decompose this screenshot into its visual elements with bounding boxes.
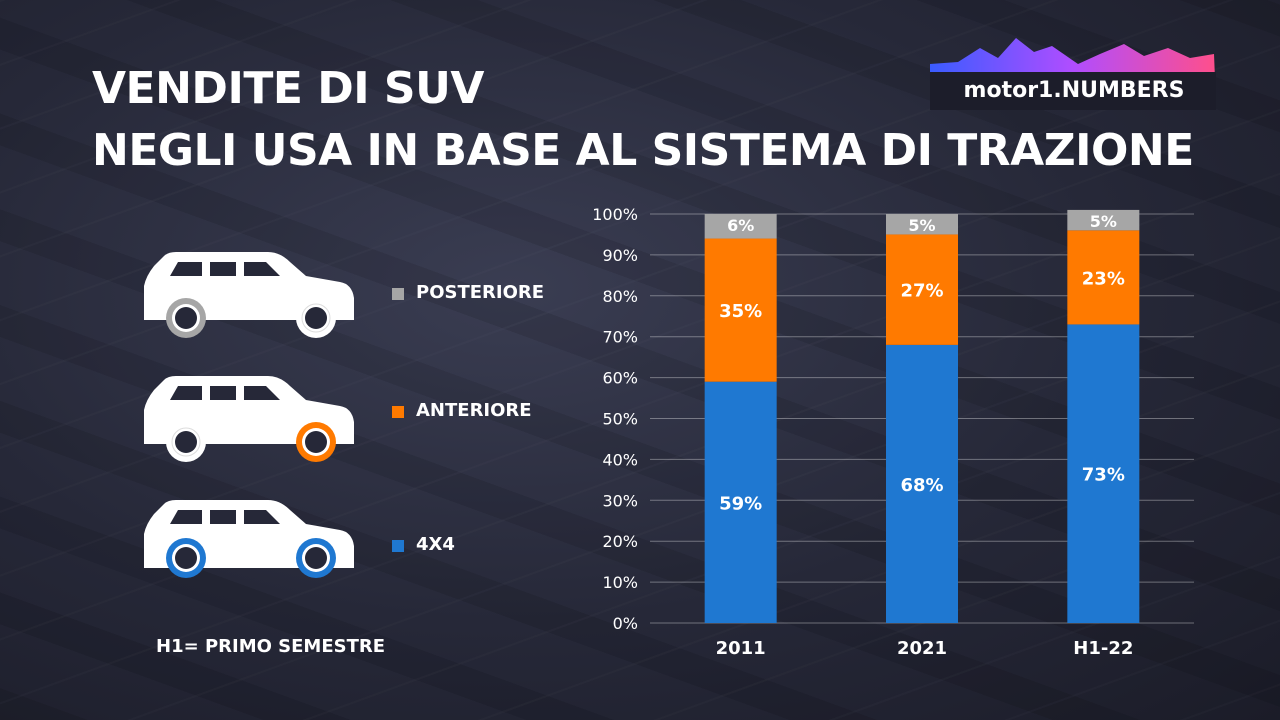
legend-item-4x4: 4X4 [140,496,560,586]
y-tick-label: 90% [602,246,638,265]
y-tick-label: 40% [602,450,638,469]
data-label: 35% [719,301,762,322]
bar-segment [704,238,777,382]
bar-segment [886,344,958,623]
y-tick-label: 60% [602,369,638,388]
data-label: 27% [900,281,943,302]
title-line-2: NEGLI USA IN BASE AL SISTEMA DI TRAZIONE [92,125,1194,176]
data-label: 6% [727,216,754,235]
logo-text: motor1.NUMBERS [963,78,1185,103]
bar-segment [704,381,777,623]
legend-item-posteriore: POSTERIORE [140,248,560,338]
y-tick-label: 30% [602,491,638,510]
data-label: 68% [900,475,943,496]
bar-segment [704,214,777,239]
y-tick-label: 50% [602,410,638,429]
y-tick-label: 10% [602,573,638,592]
legend-swatch [392,406,404,418]
footnote: H1= PRIMO SEMESTRE [156,636,386,657]
data-label: 5% [1090,212,1117,231]
data-label: 73% [1082,465,1125,486]
suv-front-wheel-drive-icon [144,376,354,462]
bar-segment [1067,230,1140,325]
legend-swatch [392,288,404,300]
legend-item-anteriore: ANTERIORE [140,372,560,462]
suv-four-wheel-drive-icon [144,500,354,578]
y-tick-label: 20% [602,532,638,551]
y-tick-label: 80% [602,287,638,306]
x-tick-label: 2021 [897,638,947,659]
legend-label: ANTERIORE [416,400,532,421]
bar-segment [1067,324,1140,623]
y-tick-label: 0% [613,614,638,633]
suv-rear-wheel-drive-icon [144,252,354,338]
x-tick-label: H1-22 [1073,638,1133,659]
x-tick-label: 2011 [716,638,766,659]
legend-label: POSTERIORE [416,282,545,303]
legend-label: 4X4 [416,534,455,555]
y-tick-label: 100% [592,205,638,224]
bar-segment [886,214,958,235]
data-label: 59% [719,493,762,514]
logo-mountain-graphic [930,38,1216,110]
data-label: 5% [908,216,935,235]
bar-segment [1067,209,1140,231]
data-label: 23% [1082,268,1125,289]
bar-segment [886,234,958,345]
title-line-1: VENDITE DI SUV [92,63,484,114]
page-title: VENDITE DI SUV NEGLI USA IN BASE AL SIST… [92,58,1194,182]
y-tick-label: 70% [602,328,638,347]
brand-logo: motor1.NUMBERS [928,34,1218,112]
legend-swatch [392,540,404,552]
